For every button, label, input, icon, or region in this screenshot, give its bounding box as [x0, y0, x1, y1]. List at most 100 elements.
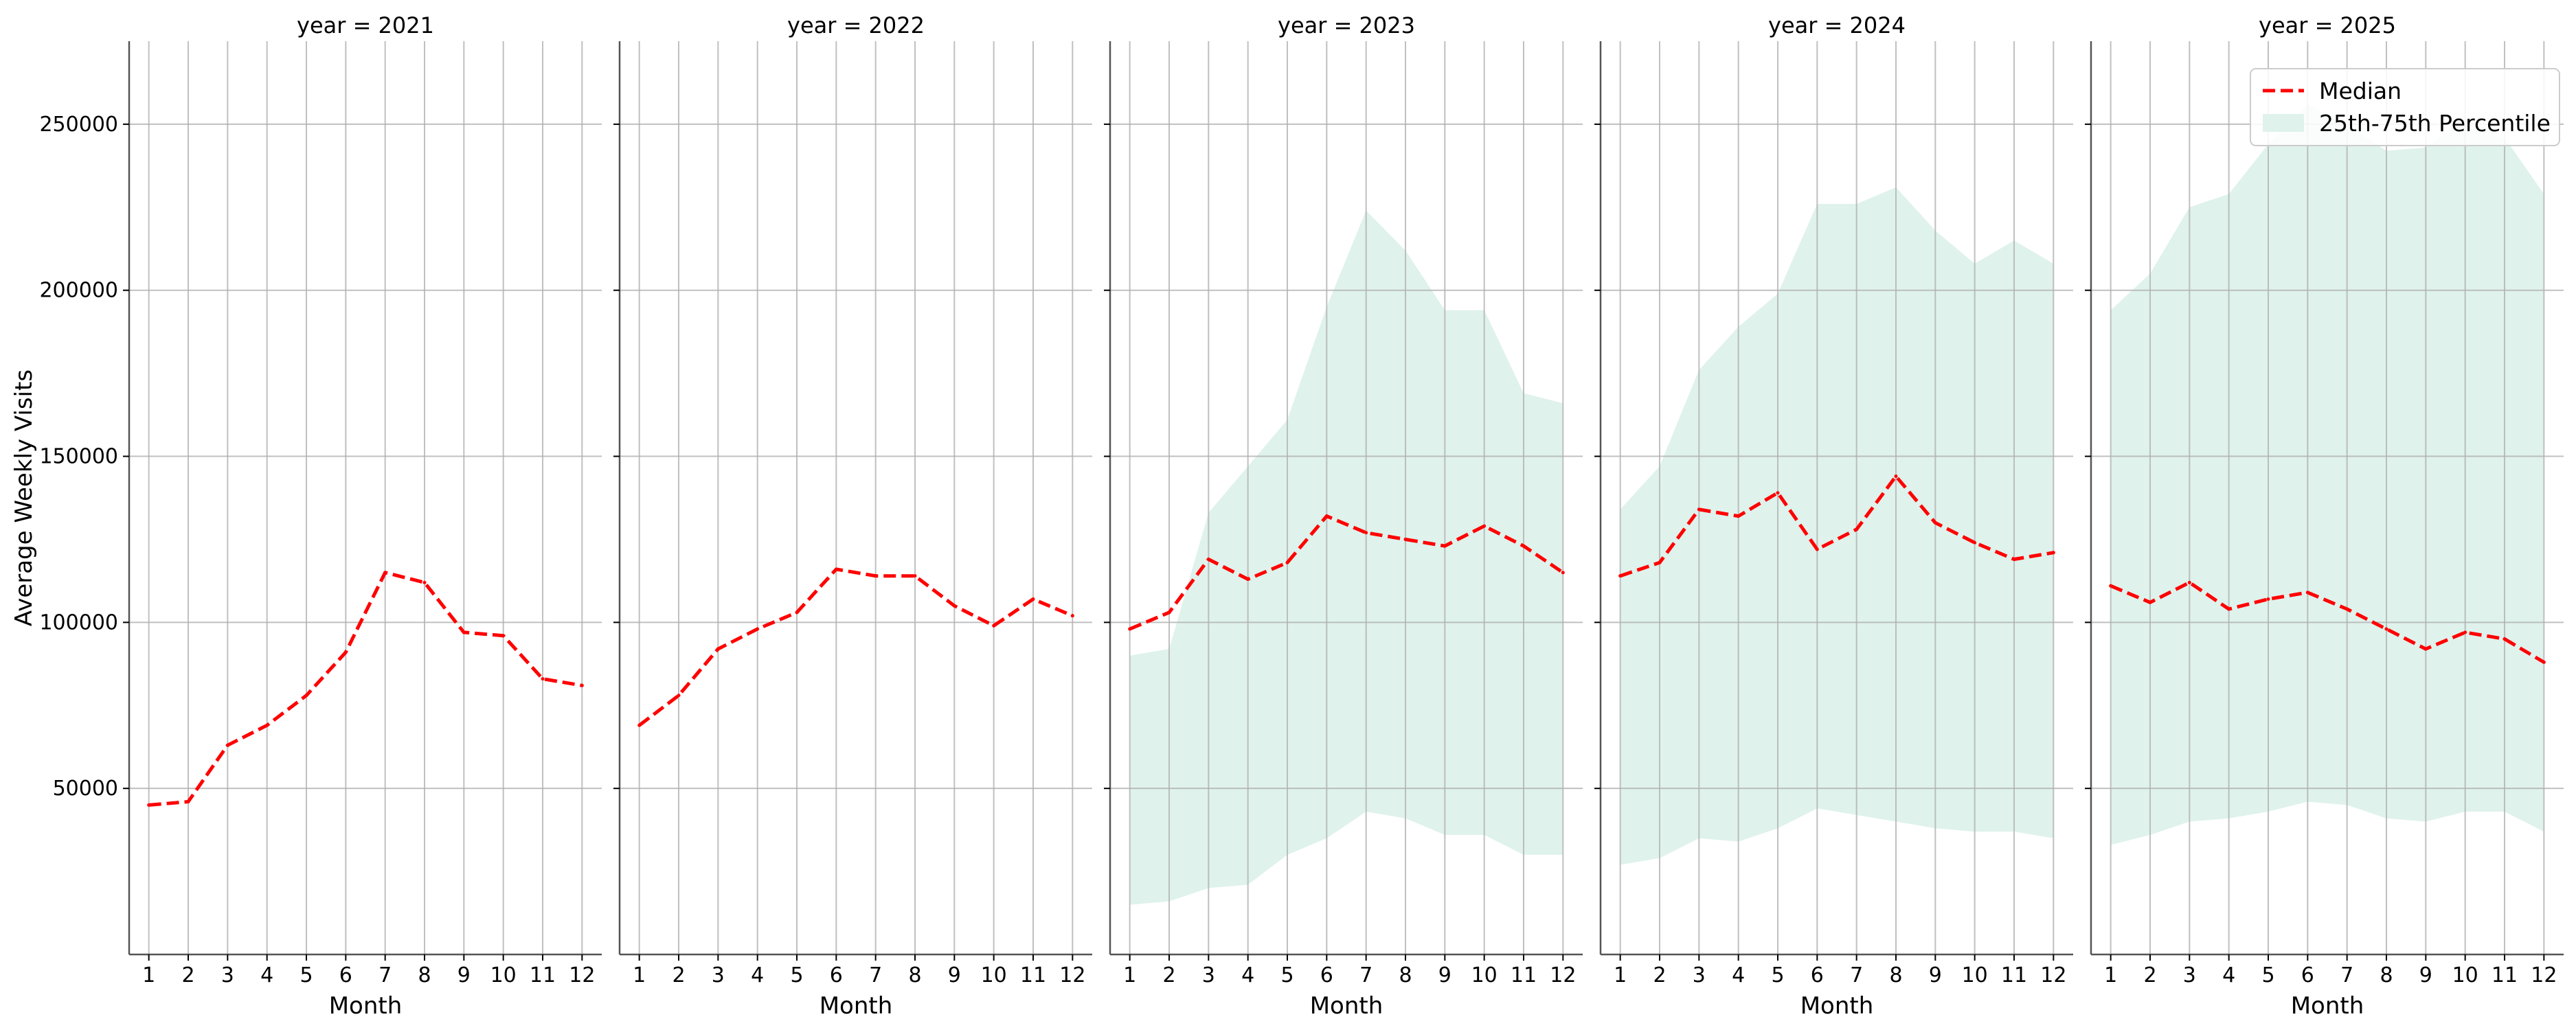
x-tick-label: 11	[2492, 963, 2518, 987]
median-point	[304, 694, 308, 698]
median-point	[501, 634, 506, 638]
x-tick-label: 7	[379, 963, 392, 987]
median-point	[343, 650, 348, 654]
x-tick-label: 9	[457, 963, 471, 987]
median-point	[1206, 557, 1210, 561]
x-tick-label: 8	[2380, 963, 2393, 987]
x-tick-label: 9	[1929, 963, 1942, 987]
x-tick-label: 8	[1889, 963, 1902, 987]
x-tick-label: 7	[1850, 963, 1863, 987]
x-tick-label: 9	[2419, 963, 2432, 987]
x-axis-label: Month	[329, 992, 403, 1020]
median-point	[1855, 527, 1859, 531]
x-tick-label: 3	[1202, 963, 1215, 987]
median-point	[147, 803, 151, 807]
x-tick-label: 3	[221, 963, 234, 987]
x-tick-label: 12	[569, 963, 595, 987]
x-tick-label: 7	[869, 963, 882, 987]
median-line	[1129, 514, 1564, 631]
x-tick-label: 4	[1241, 963, 1254, 987]
x-tick-label: 6	[2301, 963, 2314, 987]
median-point	[874, 574, 878, 578]
x-tick-label: 12	[1059, 963, 1085, 987]
median-point	[1697, 507, 1701, 512]
x-tick-label: 1	[2104, 963, 2117, 987]
median-point	[1815, 547, 1819, 551]
median-point	[1167, 610, 1171, 615]
x-tick-label: 2	[2143, 963, 2156, 987]
median-point	[2109, 584, 2113, 588]
median-point	[1128, 627, 1132, 631]
median-point	[2424, 647, 2428, 651]
x-tick-label: 11	[1020, 963, 1046, 987]
x-tick-label: 5	[1771, 963, 1784, 987]
x-tick-label: 6	[339, 963, 352, 987]
x-tick-label: 4	[260, 963, 273, 987]
median-point	[1894, 474, 1898, 479]
x-tick-label: 9	[1438, 963, 1451, 987]
x-tick-label: 2	[181, 963, 194, 987]
x-tick-label: 12	[1550, 963, 1576, 987]
median-point	[716, 647, 720, 651]
y-tick-label: 200000	[39, 279, 118, 303]
median-point	[1246, 577, 1250, 581]
median-point	[913, 574, 917, 578]
x-tick-label: 2	[1653, 963, 1666, 987]
x-tick-label: 5	[2261, 963, 2274, 987]
x-tick-label: 12	[2531, 963, 2557, 987]
x-tick-label: 4	[2222, 963, 2235, 987]
x-tick-label: 10	[981, 963, 1007, 987]
y-tick-label: 50000	[53, 777, 118, 801]
median-line	[638, 567, 1074, 727]
percentile-band	[1620, 187, 2054, 865]
median-point	[834, 567, 838, 571]
panel-title: year = 2024	[1768, 12, 1906, 38]
x-axis-label: Month	[820, 992, 893, 1020]
median-point	[1403, 537, 1408, 541]
median-point	[2345, 607, 2349, 611]
median-point	[1973, 540, 1977, 545]
median-point	[952, 604, 956, 608]
median-point	[186, 800, 190, 804]
x-tick-label: 11	[1511, 963, 1537, 987]
median-point	[1031, 597, 1035, 602]
median-point	[541, 677, 545, 681]
percentile-band	[2110, 104, 2544, 845]
median-point	[580, 683, 584, 687]
x-axis-label: Month	[1800, 992, 1874, 1020]
median-point	[2266, 597, 2270, 602]
median-point	[2012, 557, 2016, 561]
x-tick-label: 12	[2040, 963, 2066, 987]
x-tick-label: 7	[1359, 963, 1372, 987]
y-tick-label: 100000	[39, 610, 118, 634]
x-tick-label: 5	[300, 963, 313, 987]
median-point	[2384, 627, 2388, 631]
x-axis-label: Month	[2291, 992, 2364, 1020]
x-tick-label: 6	[830, 963, 843, 987]
median-point	[265, 723, 269, 727]
median-point	[2148, 600, 2152, 604]
median-point	[462, 630, 466, 634]
x-tick-label: 1	[1614, 963, 1627, 987]
median-point	[1324, 514, 1329, 518]
y-tick-label: 150000	[39, 445, 118, 469]
x-tick-label: 11	[2001, 963, 2027, 987]
x-tick-label: 11	[530, 963, 556, 987]
x-tick-label: 10	[490, 963, 517, 987]
median-point	[1561, 571, 1565, 575]
x-tick-label: 10	[1471, 963, 1498, 987]
median-point	[2502, 637, 2507, 641]
median-point	[795, 610, 799, 615]
median-point	[2227, 607, 2231, 611]
x-axis-label: Month	[1310, 992, 1383, 1020]
median-point	[1658, 560, 1662, 564]
x-tick-label: 4	[1732, 963, 1745, 987]
median-point	[1618, 574, 1623, 578]
x-tick-label: 5	[1280, 963, 1293, 987]
